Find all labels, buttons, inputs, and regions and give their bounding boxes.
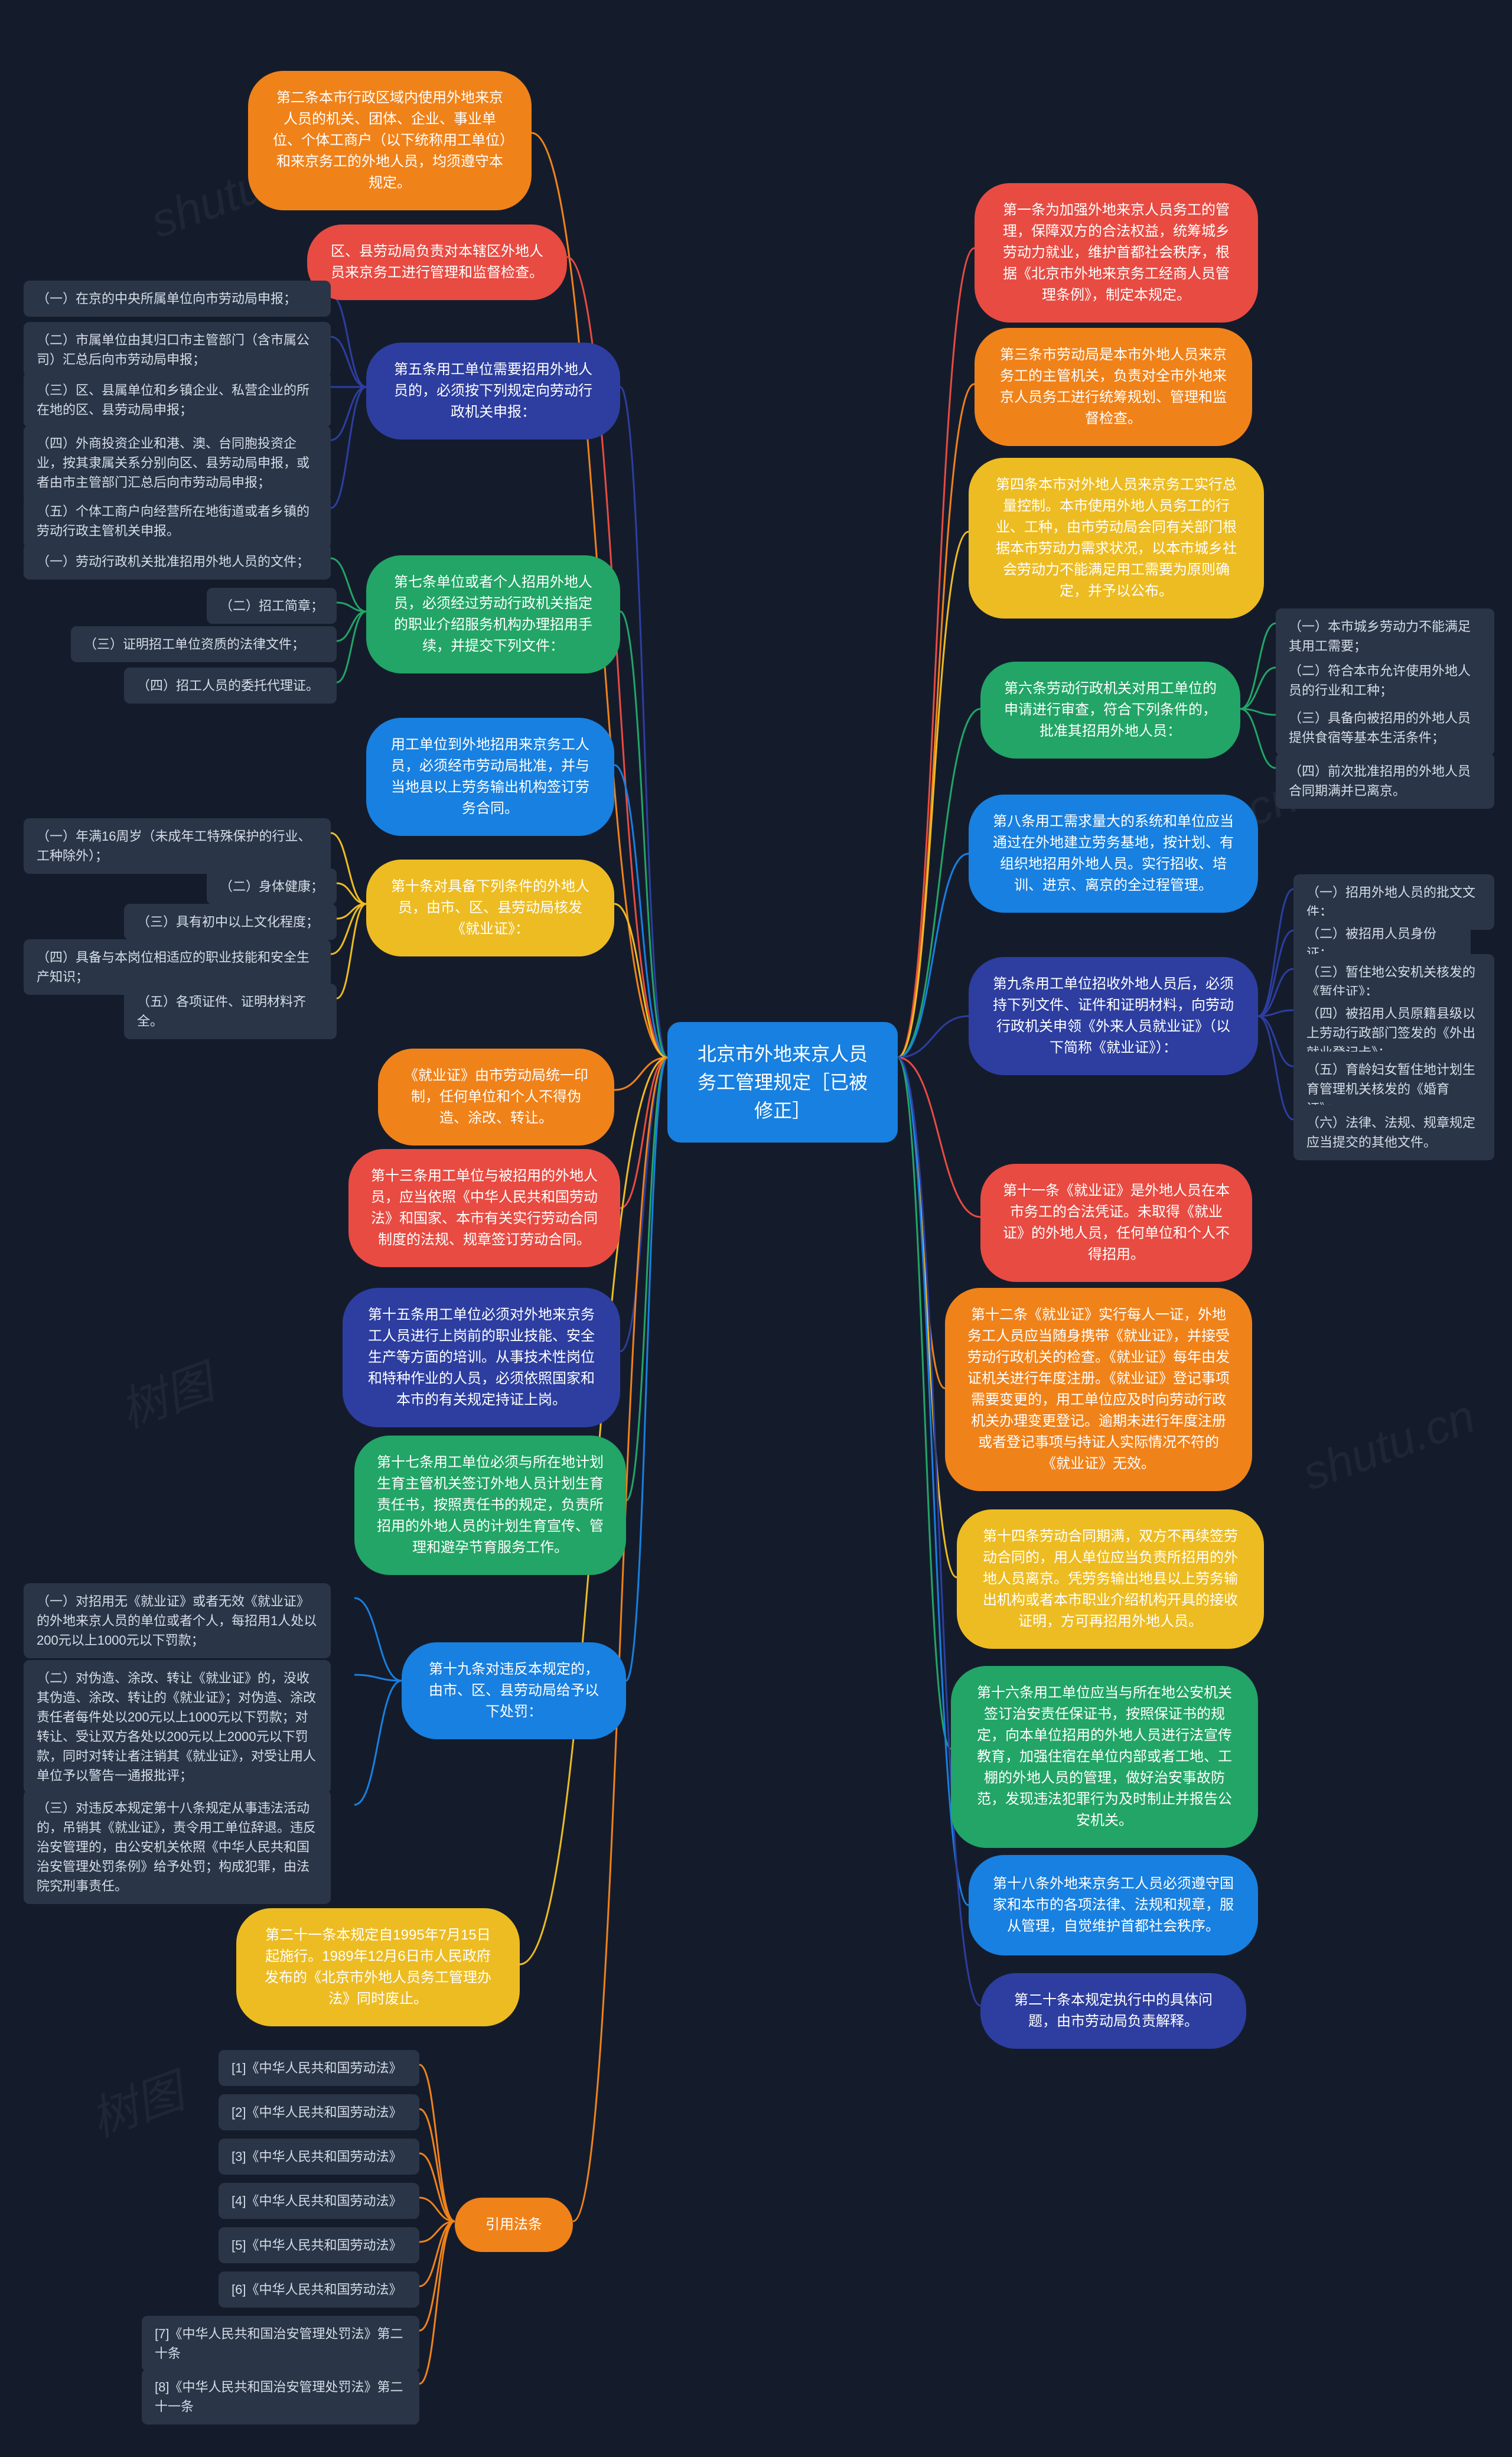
left-leaf-3-1: （二）招工简章；: [207, 588, 337, 624]
left-leaf-3-3: （四）招工人员的委托代理证。: [124, 668, 337, 704]
right-branch-4: 第八条用工需求量大的系统和单位应当通过在外地建立劳务基地，按计划、有组织地招用外…: [969, 795, 1258, 913]
left-branch-0: 第二条本市行政区域内使用外地来京人员的机关、团体、企业、事业单位、个体工商户（以…: [248, 71, 532, 210]
left-leaf-10-1: （二）对伪造、涂改、转让《就业证》的，没收其伪造、涂改、转让的《就业证》；对伪造…: [24, 1660, 331, 1794]
right-leaf-3-3: （四）前次批准招用的外地人员合同期满并已离京。: [1276, 753, 1494, 809]
right-leaf-5-5: （六）法律、法规、规章规定应当提交的其他文件。: [1293, 1105, 1494, 1160]
right-branch-8: 第十四条劳动合同期满，双方不再续签劳动合同的，用人单位应当负责所招用的外地人员离…: [957, 1509, 1264, 1649]
right-branch-1: 第三条市劳动局是本市外地人员来京务工的主管机关，负责对全市外地来京人员务工进行统…: [975, 328, 1252, 446]
left-branch-10: 第十九条对违反本规定的，由市、区、县劳动局给予以下处罚：: [402, 1642, 626, 1739]
left-branch-8: 第十五条用工单位必须对外地来京务工人员进行上岗前的职业技能、安全生产等方面的培训…: [343, 1288, 620, 1427]
left-leaf-5-1: （二）身体健康；: [207, 868, 337, 904]
right-branch-5: 第九条用工单位招收外地人员后，必须持下列文件、证件和证明材料，向劳动行政机关申领…: [969, 957, 1258, 1075]
left-leaf-12-4: [5]《中华人民共和国劳动法》: [219, 2227, 419, 2263]
left-leaf-2-0: （一）在京的中央所属单位向市劳动局申报；: [24, 281, 331, 317]
left-leaf-5-4: （五）各项证件、证明材料齐全。: [124, 984, 337, 1039]
left-branch-1: 区、县劳动局负责对本辖区外地人员来京务工进行管理和监督检查。: [307, 224, 567, 300]
right-branch-7: 第十二条《就业证》实行每人一证，外地务工人员应当随身携带《就业证》，并接受劳动行…: [945, 1288, 1252, 1491]
left-branch-3: 第七条单位或者个人招用外地人员，必须经过劳动行政机关指定的职业介绍服务机构办理招…: [366, 555, 620, 673]
left-branch-7: 第十三条用工单位与被招用的外地人员，应当依照《中华人民共和国劳动法》和国家、本市…: [348, 1149, 620, 1267]
left-branch-9: 第十七条用工单位必须与所在地计划生育主管机关签订外地人员计划生育责任书，按照责任…: [354, 1436, 626, 1575]
center-node: 北京市外地来京人员务工管理规定［已被修正］: [667, 1022, 898, 1143]
left-branch-12: 引用法条: [455, 2198, 573, 2252]
left-leaf-3-2: （三）证明招工单位资质的法律文件；: [71, 626, 337, 662]
left-leaf-12-0: [1]《中华人民共和国劳动法》: [219, 2050, 419, 2086]
right-leaf-3-2: （三）具备向被招用的外地人员提供食宿等基本生活条件；: [1276, 700, 1494, 756]
right-branch-3: 第六条劳动行政机关对用工单位的申请进行审查，符合下列条件的，批准其招用外地人员：: [980, 662, 1240, 759]
left-leaf-10-2: （三）对违反本规定第十八条规定从事违法活动的，吊销其《就业证》，责令用工单位辞退…: [24, 1790, 331, 1904]
left-leaf-10-0: （一）对招用无《就业证》或者无效《就业证》的外地来京人员的单位或者个人，每招用1…: [24, 1583, 331, 1658]
left-leaf-5-0: （一）年满16周岁（未成年工特殊保护的行业、工种除外）；: [24, 818, 331, 874]
left-leaf-2-1: （二）市属单位由其归口市主管部门（含市属公司）汇总后向市劳动局申报；: [24, 322, 331, 378]
left-leaf-5-2: （三）具有初中以上文化程度；: [124, 904, 337, 940]
right-branch-2: 第四条本市对外地人员来京务工实行总量控制。本市使用外地人员务工的行业、工种，由市…: [969, 458, 1264, 619]
left-leaf-2-2: （三）区、县属单位和乡镇企业、私营企业的所在地的区、县劳动局申报；: [24, 372, 331, 428]
left-branch-2: 第五条用工单位需要招用外地人员的，必须按下列规定向劳动行政机关申报：: [366, 343, 620, 440]
right-branch-9: 第十六条用工单位应当与所在地公安机关签订治安责任保证书，按照保证书的规定，向本单…: [951, 1666, 1258, 1848]
left-leaf-12-3: [4]《中华人民共和国劳动法》: [219, 2183, 419, 2219]
left-leaf-12-7: [8]《中华人民共和国治安管理处罚法》第二十一条: [142, 2369, 419, 2425]
left-branch-11: 第二十一条本规定自1995年7月15日起施行。1989年12月6日市人民政府发布…: [236, 1908, 520, 2026]
left-leaf-12-6: [7]《中华人民共和国治安管理处罚法》第二十条: [142, 2316, 419, 2371]
left-leaf-2-3: （四）外商投资企业和港、澳、台同胞投资企业，按其隶属关系分别向区、县劳动局申报，…: [24, 425, 331, 500]
left-leaf-12-5: [6]《中华人民共和国劳动法》: [219, 2271, 419, 2308]
left-leaf-12-2: [3]《中华人民共和国劳动法》: [219, 2139, 419, 2175]
left-branch-4: 用工单位到外地招用来京务工人员，必须经市劳动局批准，并与当地县以上劳务输出机构签…: [366, 718, 614, 836]
right-branch-10: 第十八条外地来京务工人员必须遵守国家和本市的各项法律、法规和规章，服从管理，自觉…: [969, 1855, 1258, 1955]
left-branch-5: 第十条对具备下列条件的外地人员，由市、区、县劳动局核发《就业证》：: [366, 860, 614, 956]
left-branch-6: 《就业证》由市劳动局统一印制，任何单位和个人不得伪造、涂改、转让。: [378, 1049, 614, 1145]
left-leaf-12-1: [2]《中华人民共和国劳动法》: [219, 2094, 419, 2130]
right-branch-11: 第二十条本规定执行中的具体问题，由市劳动局负责解释。: [980, 1973, 1246, 2049]
right-branch-0: 第一条为加强外地来京人员务工的管理，保障双方的合法权益，统筹城乡劳动力就业，维护…: [975, 183, 1258, 323]
left-leaf-2-4: （五）个体工商户向经营所在地街道或者乡镇的劳动行政主管机关申报。: [24, 493, 331, 549]
right-branch-6: 第十一条《就业证》是外地人员在本市务工的合法凭证。未取得《就业证》的外地人员，任…: [980, 1164, 1252, 1282]
left-leaf-3-0: （一）劳动行政机关批准招用外地人员的文件；: [24, 544, 331, 580]
